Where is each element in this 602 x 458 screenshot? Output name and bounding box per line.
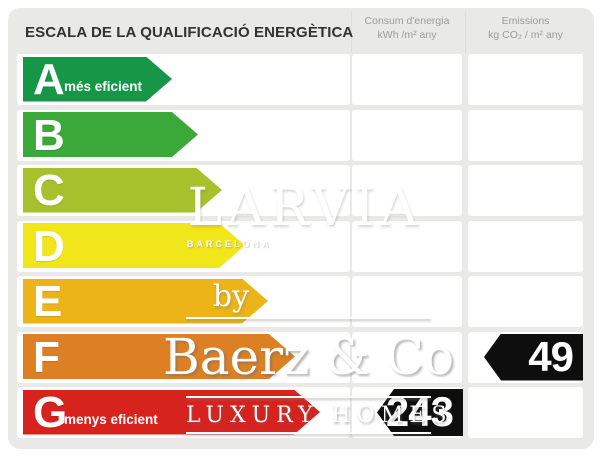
consum-cell [352, 54, 462, 105]
consum-cell [352, 331, 462, 383]
page-title: ESCALA DE LA QUALIFICACIÓ ENERGÈTICA [25, 24, 354, 41]
rating-arrow-icon [23, 334, 295, 379]
rating-row-d: D [0, 220, 602, 272]
emissions-header-line1: Emissions [501, 15, 550, 27]
consum-column-header: Consum d'energia kWh /m² any [352, 15, 462, 42]
consum-value-badge: 243 [377, 389, 463, 436]
rating-arrow-icon [23, 168, 222, 213]
emissions-cell [468, 220, 583, 272]
consum-header-units: kWh /m² any [377, 28, 437, 41]
rating-letter: F [33, 332, 60, 382]
header-divider-left [351, 11, 352, 53]
rating-arrow-icon [23, 279, 268, 324]
rating-letter: B [33, 110, 65, 160]
rating-letter: E [33, 277, 63, 326]
emissions-cell [468, 109, 583, 161]
rating-arrow-icon [23, 112, 198, 157]
rating-row-b: B [0, 109, 602, 161]
rating-letter: G [33, 388, 68, 437]
emissions-column-header: Emissions kg CO₂ / m² any [468, 15, 583, 42]
rating-row-c: C [0, 165, 602, 216]
rating-letter: A [33, 55, 65, 104]
consum-cell [352, 109, 462, 161]
emissions-value-badge: 49 [484, 333, 583, 381]
emissions-cell [468, 276, 583, 327]
emissions-cell [468, 387, 583, 438]
rating-arrow-icon [23, 57, 172, 102]
emissions-cell [468, 165, 583, 216]
header-divider-right [465, 11, 466, 53]
rating-letter: C [33, 166, 65, 215]
rating-row-e: E [0, 276, 602, 327]
rating-arrow-icon [23, 223, 245, 268]
rating-letter: D [33, 221, 65, 271]
emissions-cell [468, 54, 583, 105]
rating-row-f: F 49 [0, 331, 602, 383]
consum-cell [352, 276, 462, 327]
consum-header-line1: Consum d'energia [364, 15, 450, 27]
rating-label: menys eficient [64, 412, 158, 427]
consum-cell [352, 220, 462, 272]
consum-cell [352, 165, 462, 216]
rating-label: més eficient [64, 79, 143, 94]
emissions-header-units: kg CO₂ / m² any [488, 28, 563, 41]
